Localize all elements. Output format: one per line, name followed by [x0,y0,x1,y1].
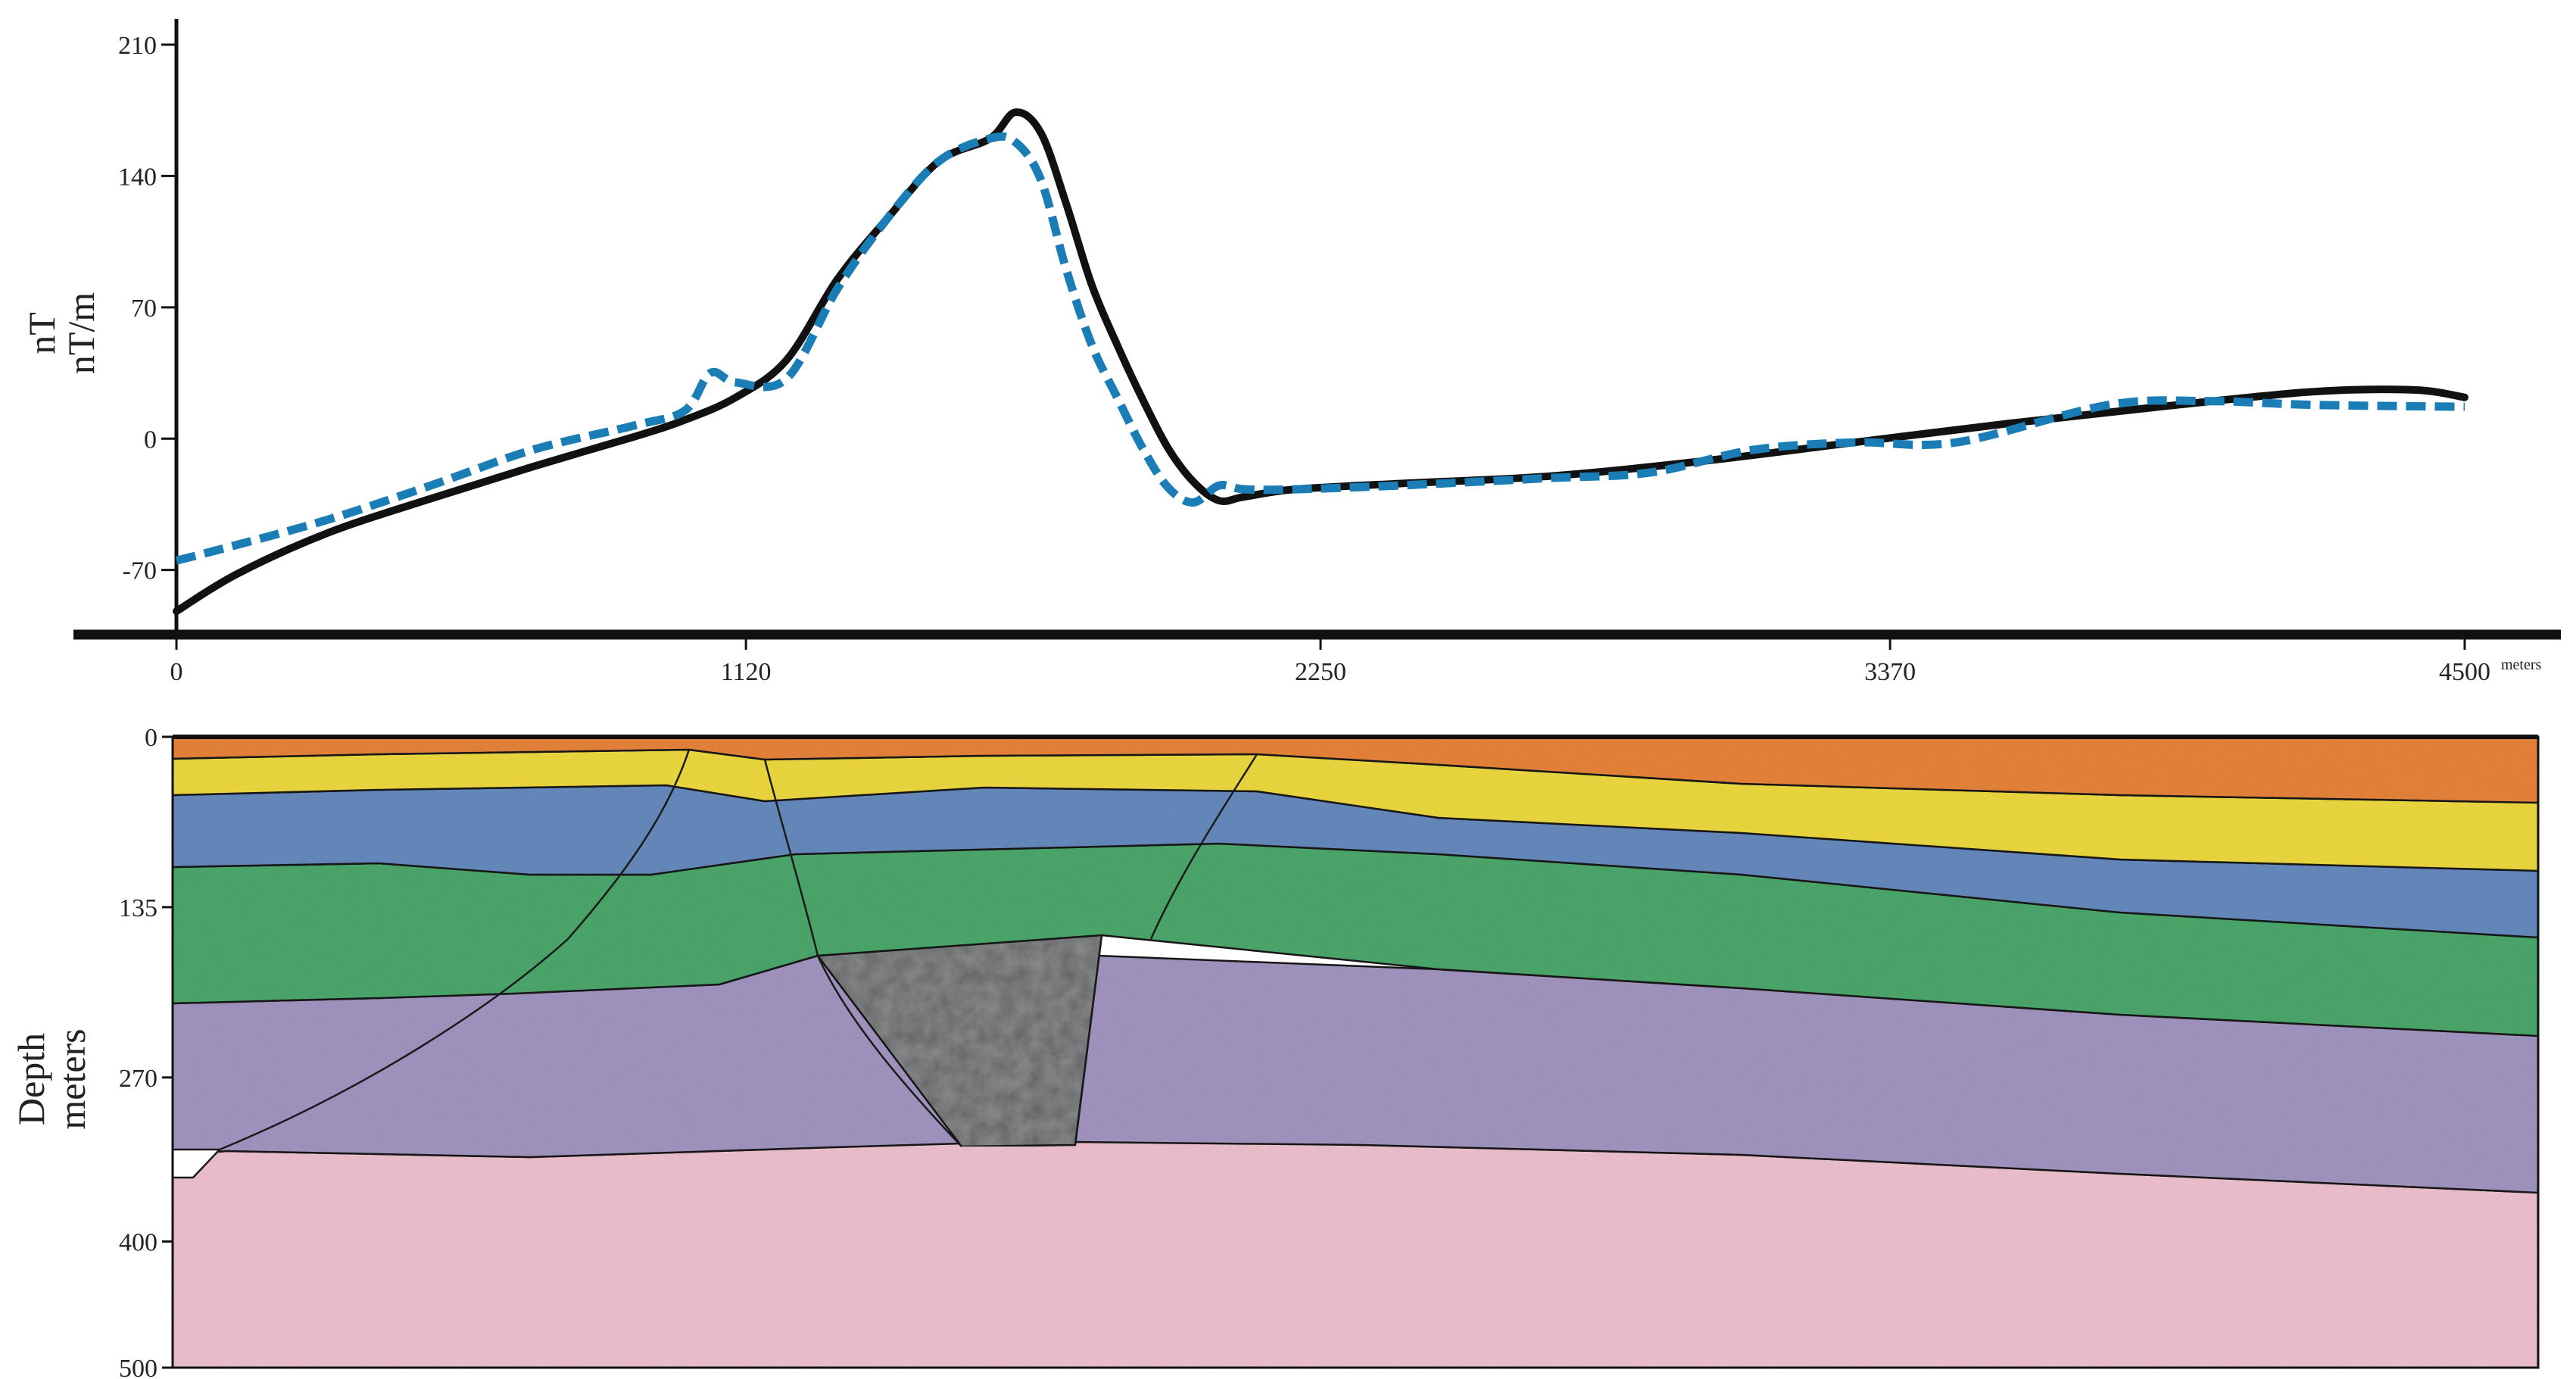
top-y-tick-label: 140 [118,163,157,191]
top-x-tick-label: 3370 [1864,658,1916,686]
top-y-ticks: 210 140 70 0 -70 [118,32,176,585]
bottom-y-tick-label: 0 [145,724,157,752]
fault-line [1074,934,1103,1144]
profile-series [173,108,2468,616]
bottom-y-ticks: 0 135 270 400 500 [119,724,173,1379]
dashed-series-line [175,132,2465,565]
fault-line [1149,753,1258,940]
top-x-tick-label: 0 [170,658,183,686]
section-layers [171,735,2540,1369]
top-x-tick-label: 2250 [1295,658,1346,686]
top-y-tick-label: 210 [118,32,157,60]
bottom-y-tick-label: 500 [119,1355,157,1379]
fault-line [763,759,962,1147]
top-x-tick-label: 4500 [2439,658,2490,686]
top-y-tick-label: 0 [144,426,157,454]
bottom-y-tick-label: 135 [119,894,157,922]
top-x-tick-label: 1120 [721,658,772,686]
top-y-label-line: nT [20,312,63,354]
bottom-y-label-line: meters [51,1028,93,1129]
top-y-tick-label: 70 [131,295,157,323]
top-y-tick-label: -70 [123,557,157,585]
section-contacts [219,749,1258,1151]
bottom-y-tick-label: 270 [119,1065,157,1093]
bottom-y-tick-label: 400 [119,1228,157,1256]
top-y-label-line: nT/m [60,292,102,374]
fault-line [219,749,691,1151]
bottom-y-label-line: Depth [10,1033,52,1125]
x-axis-unit-label: meters [2501,657,2542,673]
solid-series-line [173,108,2468,616]
top-x-ticks: 0 1120 2250 3370 4500 [170,635,2490,686]
